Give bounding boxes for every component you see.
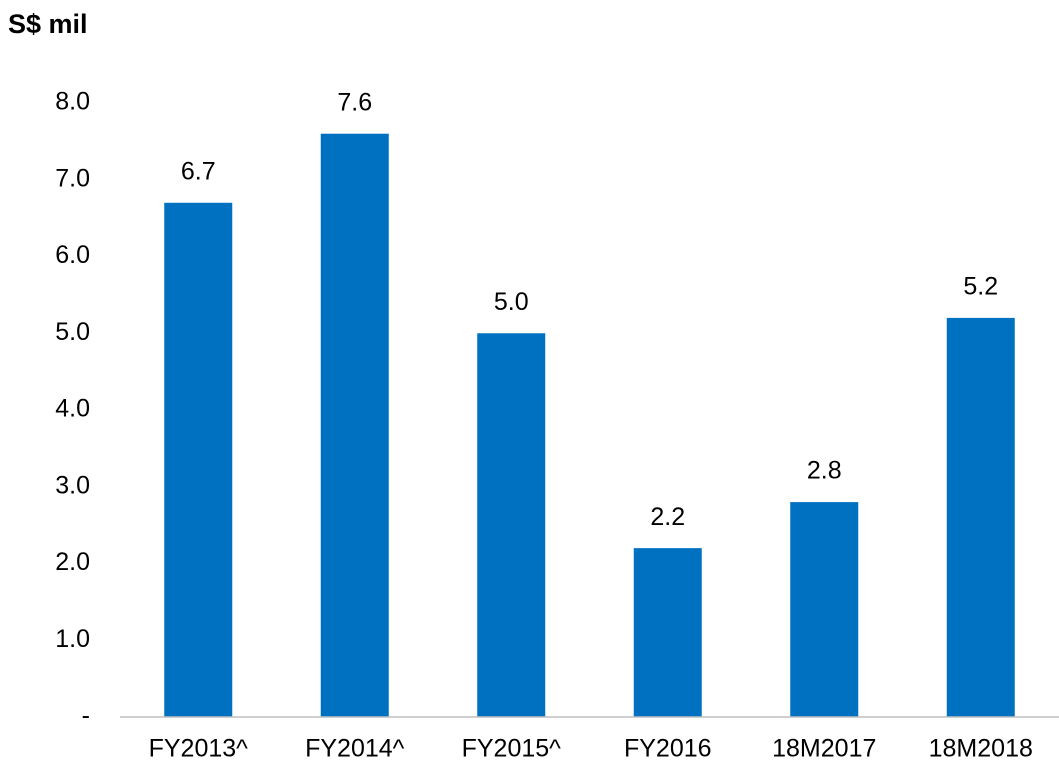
value-label: 5.0 [494, 288, 529, 316]
bar [164, 202, 233, 717]
x-tick-label: FY2013^ [149, 735, 249, 763]
y-tick-label: 7.0 [55, 164, 90, 192]
x-tick-label: FY2015^ [462, 735, 562, 763]
y-tick-label: 4.0 [55, 395, 90, 423]
y-tick-label: 8.0 [55, 88, 90, 116]
bar [790, 502, 859, 717]
x-tick-label: 18M2017 [772, 735, 876, 763]
y-tick-label: 3.0 [55, 471, 90, 499]
value-label: 2.8 [807, 457, 842, 485]
bar [633, 548, 702, 717]
y-axis-label: S$ mil [8, 9, 88, 39]
bar [477, 333, 546, 717]
bar [320, 133, 389, 717]
y-tick-label: 5.0 [55, 318, 90, 346]
value-label: 6.7 [181, 157, 216, 185]
x-tick-label: FY2014^ [305, 735, 405, 763]
bar [946, 317, 1015, 717]
y-tick-label: 2.0 [55, 548, 90, 576]
x-tick-label: 18M2018 [929, 735, 1033, 763]
x-tick-label: FY2016 [624, 735, 712, 763]
value-label: 7.6 [337, 88, 372, 116]
y-tick-label: 6.0 [55, 241, 90, 269]
value-label: 2.2 [650, 503, 685, 531]
value-label: 5.2 [963, 273, 998, 301]
y-tick-label: - [82, 702, 90, 730]
y-tick-label: 1.0 [55, 625, 90, 653]
